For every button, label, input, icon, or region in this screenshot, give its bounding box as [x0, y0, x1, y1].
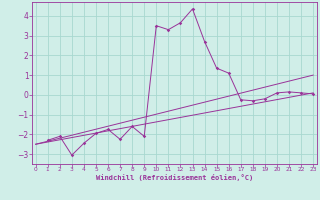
X-axis label: Windchill (Refroidissement éolien,°C): Windchill (Refroidissement éolien,°C): [96, 174, 253, 181]
